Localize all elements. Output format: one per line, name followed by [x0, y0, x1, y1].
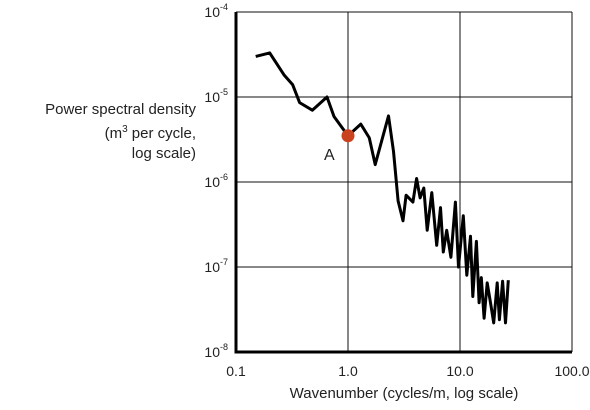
- y-axis-label-line-1: Power spectral density: [45, 101, 196, 118]
- y-tick-label: 10-5: [204, 87, 228, 105]
- y-tick-label: 10-4: [204, 2, 228, 20]
- y-tick-label: 10-7: [204, 257, 228, 275]
- x-tick-labels: 0.1 1.0 10.0 100.0: [226, 363, 589, 379]
- x-tick-label: 10.0: [446, 363, 473, 379]
- y-axis-label: Power spectral density (m3 per cycle, lo…: [0, 100, 196, 164]
- point-a-marker: [341, 129, 355, 143]
- x-axis-label: Wavenumber (cycles/m, log scale): [289, 385, 519, 402]
- x-tick-label: 0.1: [226, 363, 246, 379]
- grid-lines: [236, 11, 573, 352]
- point-a-label: A: [324, 147, 335, 164]
- psd-series-line: [255, 51, 510, 325]
- y-tick-labels: 10-8 10-7 10-6 10-5 10-4: [204, 2, 228, 360]
- y-tick-label: 10-6: [204, 172, 228, 190]
- y-axis-label-line-2: (m3 per cycle,: [104, 124, 196, 142]
- y-tick-label: 10-8: [204, 342, 228, 360]
- x-tick-label: 1.0: [338, 363, 358, 379]
- x-tick-label: 100.0: [554, 363, 589, 379]
- y-axis-label-line-3: log scale): [131, 145, 196, 162]
